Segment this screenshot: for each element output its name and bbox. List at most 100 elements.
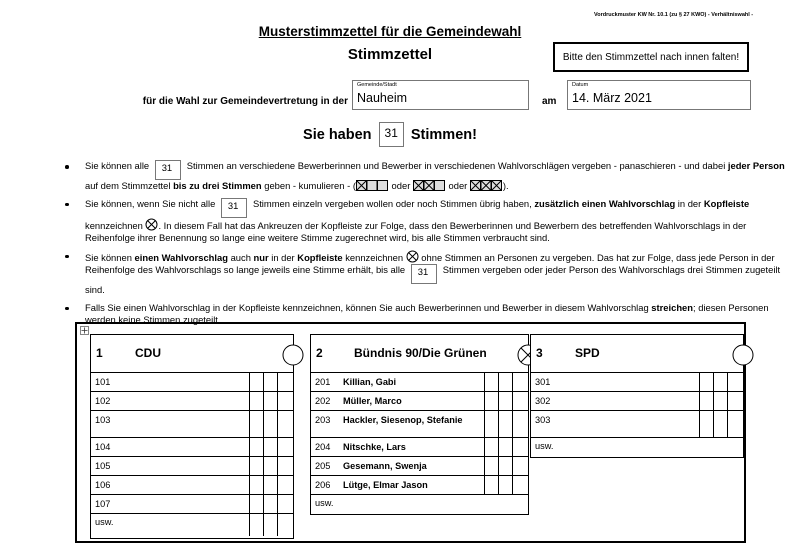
vote-box-line [699, 410, 700, 437]
candidate-name: Gesemann, Swenja [343, 461, 427, 471]
candidate-number: 205 [315, 461, 331, 471]
text: oder [445, 180, 470, 191]
crossed-circle-icon [145, 218, 158, 230]
bold-text: zusätzlich einen Wahlvorschlag [534, 197, 676, 209]
bold-text: bis zu drei Stimmen [173, 180, 262, 191]
votes-text: Stimmen! [410, 126, 477, 143]
vote-box-line [249, 494, 250, 513]
vote-box-line [727, 410, 728, 437]
candidate-number: 206 [315, 480, 331, 490]
vote-box-line [277, 513, 278, 536]
candidate-row: 201 Killian, Gabi [311, 372, 528, 392]
election-lead: für die Wahl zur Gemeindevertretung in d… [142, 96, 348, 107]
party-name: Bündnis 90/Die Grünen [354, 346, 487, 360]
candidate-row: 102 [91, 391, 293, 411]
votes-count: 31 [378, 122, 404, 147]
vote-count-box: 31 [220, 197, 248, 218]
text: kennzeichnen [85, 219, 146, 231]
candidate-number: 101 [95, 377, 111, 387]
instruction-item: Falls Sie einen Wahlvorschlag in der Kop… [62, 302, 798, 327]
candidate-row: 104 [91, 437, 293, 457]
cross [147, 219, 157, 229]
instructions: Sie können alle 31 Stimmen an verschiede… [62, 160, 798, 332]
candidate-row: 202 Müller, Marco [311, 391, 528, 411]
vote-box-line [498, 391, 499, 410]
candidate-number: 107 [95, 499, 111, 509]
candidate-row: 206 Lütge, Elmar Jason [311, 475, 528, 495]
vote-box-line [498, 475, 499, 494]
cross [491, 180, 502, 191]
candidate-number: 202 [315, 396, 331, 406]
bold-text: Kopfleiste [297, 251, 343, 263]
vote-box-line [713, 391, 714, 410]
candidate-number: 105 [95, 461, 111, 471]
header-circle [282, 344, 304, 366]
vote-box-line [249, 372, 250, 391]
candidate-row: 301 [531, 372, 743, 392]
candidate-row: 103 [91, 410, 293, 438]
text: Sie können [85, 251, 135, 263]
bold-text: streichen [651, 301, 693, 313]
text: ). [502, 180, 509, 191]
candidate-number: 106 [95, 480, 111, 490]
party-number: 2 [316, 346, 323, 360]
date-connector: am [542, 96, 557, 107]
candidate-row: usw. [531, 437, 743, 456]
vote-box [366, 180, 378, 191]
vote-box-line [263, 475, 264, 494]
vote-box-line [498, 456, 499, 475]
vote-box-line [498, 437, 499, 456]
party-header: 1 CDU [91, 335, 293, 373]
party-column: 2 Bündnis 90/Die Grünen 201 Killian, Gabi 20… [310, 334, 539, 515]
vote-box-line [263, 437, 264, 456]
vote-box-line [249, 475, 250, 494]
vote-box-line [498, 410, 499, 437]
crossed-circle-icon [406, 250, 419, 262]
more-note: usw. [95, 517, 114, 527]
vote-box-line [249, 391, 250, 410]
vote-box-line [512, 437, 513, 456]
cross [423, 180, 435, 191]
vote-box-line [512, 410, 513, 437]
text: Falls Sie einen Wahlvorschlag in der Kop… [85, 301, 652, 313]
vote-box-line [512, 391, 513, 410]
candidate-number: 204 [315, 442, 331, 452]
form-note: Vordruckmuster KW Nr. 10.1 (zu § 27 KWO)… [594, 12, 754, 18]
title: Musterstimmzettel für die Gemeindewahl [258, 24, 522, 39]
candidate-number: 103 [95, 415, 111, 425]
candidate-name: Müller, Marco [343, 396, 402, 406]
vote-boxes-icon [355, 180, 388, 191]
vote-boxes-icon [412, 180, 445, 191]
cross [407, 251, 417, 261]
text: auf dem Stimmzettel [85, 180, 174, 191]
bold-text: nur [253, 251, 269, 263]
candidate-row: 205 Gesemann, Swenja [311, 456, 528, 476]
vote-box-line [277, 456, 278, 475]
vote-box-line [484, 410, 485, 437]
candidate-number: 301 [535, 377, 551, 387]
candidate-number: 201 [315, 377, 331, 387]
vote-box-line [263, 456, 264, 475]
fold-note-text: Bitte den Stimmzettel nach innen falten! [562, 51, 740, 63]
candidate-row: 203 Hackler, Siesenop, Stefanie [311, 410, 528, 438]
move-handle [80, 326, 89, 335]
candidate-row: 106 [91, 475, 293, 495]
text: oder [388, 180, 413, 191]
header-circle [732, 344, 754, 366]
cross [470, 180, 481, 191]
vote-box-line [277, 372, 278, 391]
candidate-row: 105 [91, 456, 293, 476]
party-header: 2 Bündnis 90/Die Grünen [311, 335, 528, 373]
date-field: Datum 14. März 2021 [567, 80, 751, 110]
vote-box-line [263, 372, 264, 391]
vote-box-line [263, 513, 264, 536]
place-field: Gemeinde/Stadt Nauheim [352, 80, 529, 110]
text: Sie können, wenn Sie nicht alle [85, 197, 218, 209]
candidate-number: 203 [315, 415, 331, 425]
party-header: 3 SPD [531, 335, 743, 373]
bold-text: einen Wahlvorschlag [134, 251, 228, 263]
candidate-row: usw. [91, 513, 293, 536]
vote-box-line [727, 372, 728, 391]
vote-box-line [249, 513, 250, 536]
